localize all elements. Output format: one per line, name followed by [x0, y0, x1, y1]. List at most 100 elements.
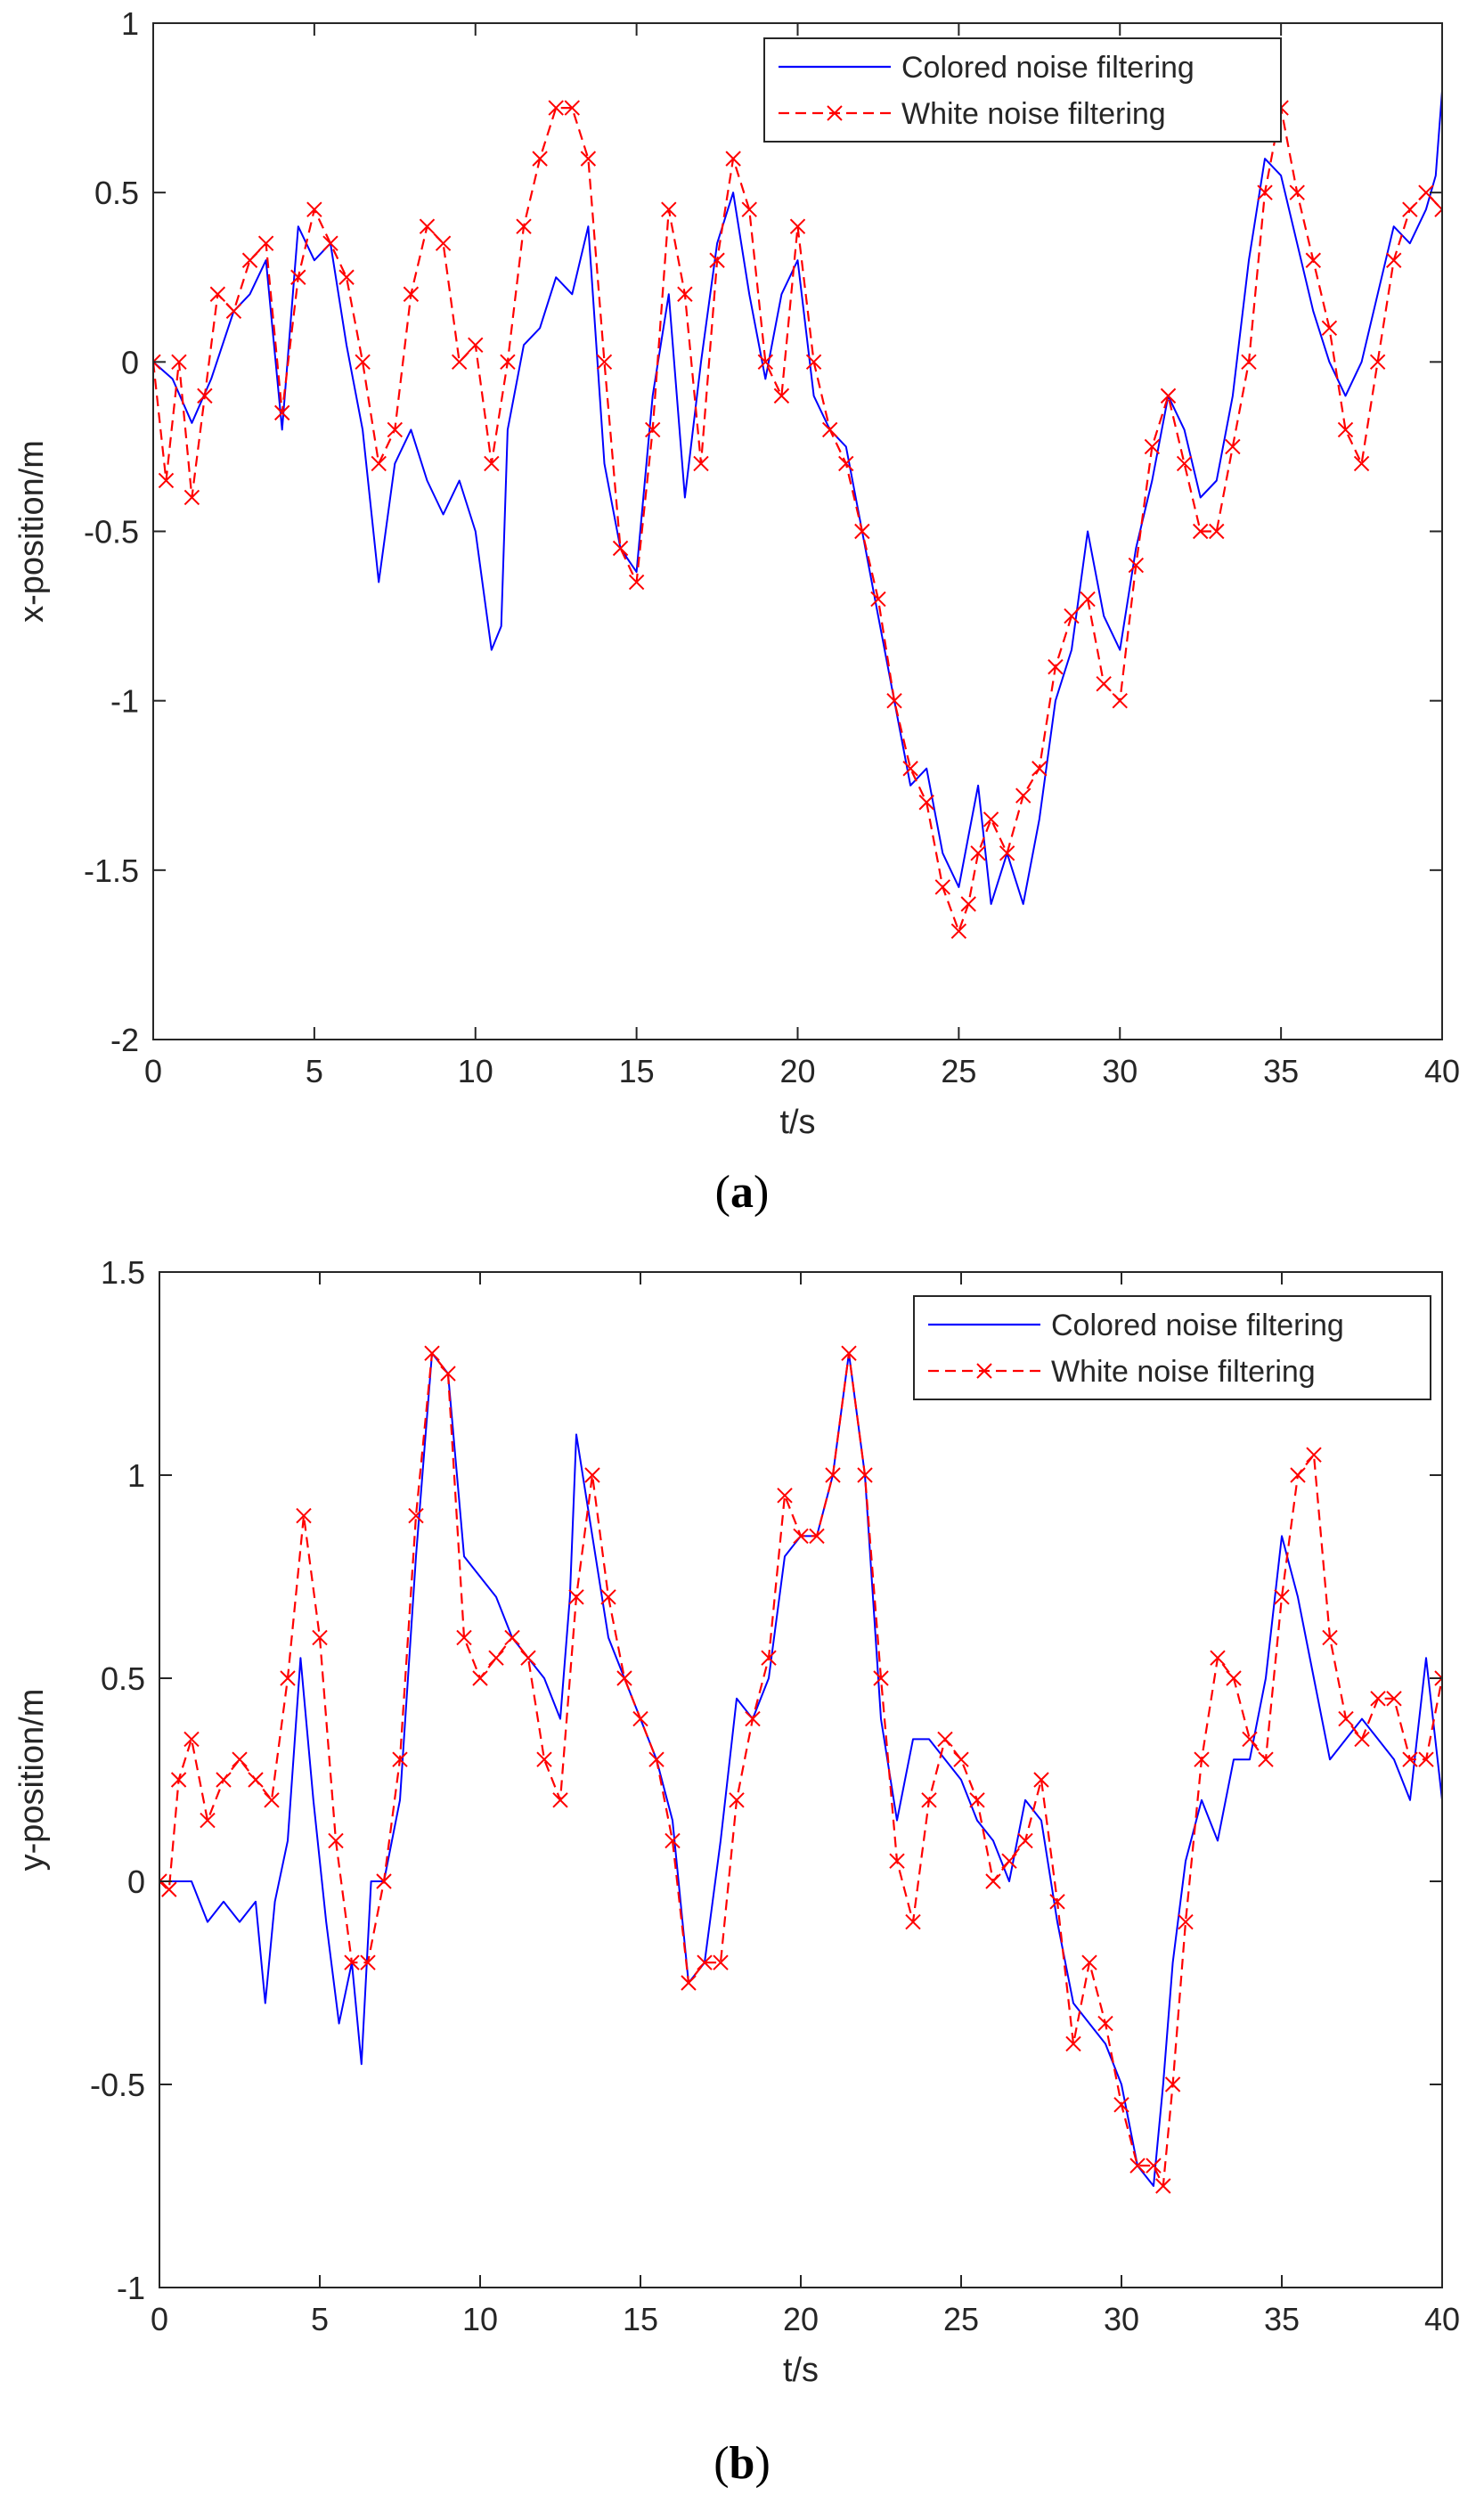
data-point-marker: [584, 1467, 600, 1483]
data-point-marker: [516, 218, 532, 234]
data-point-marker: [1048, 658, 1064, 675]
data-point-marker: [1402, 1751, 1418, 1767]
data-point-marker: [805, 354, 822, 371]
legend-entry-colored: Colored noise filtering: [901, 51, 1195, 85]
series-white: [153, 100, 1442, 939]
x-tick-label: 25: [943, 2301, 979, 2337]
y-tick-label: 1: [127, 1457, 145, 1494]
y-axis-label: x-position/m: [13, 440, 51, 623]
data-point-marker: [1306, 1447, 1322, 1463]
data-point-marker: [741, 201, 757, 217]
data-point-marker: [1146, 2157, 1162, 2174]
y-tick-label: 0.5: [94, 175, 139, 211]
data-point-marker: [1353, 455, 1370, 472]
data-point-marker: [1369, 354, 1386, 371]
x-tick-label: 35: [1263, 1053, 1299, 1089]
data-point-marker: [600, 1589, 616, 1605]
data-point-marker: [648, 1751, 665, 1767]
data-point-marker: [713, 1954, 729, 1970]
data-point-marker: [468, 337, 484, 354]
data-point-marker: [232, 1751, 248, 1767]
data-point-marker: [681, 1975, 697, 1991]
data-point-marker: [1258, 1751, 1274, 1767]
x-tick-label: 35: [1264, 2301, 1300, 2337]
data-point-marker: [1386, 252, 1402, 268]
y-tick-label: 1.5: [101, 1254, 145, 1291]
data-point-marker: [296, 1507, 312, 1524]
data-point-marker: [745, 1710, 761, 1727]
y-tick-label: -0.5: [90, 2067, 145, 2103]
x-tick-label: 10: [462, 2301, 498, 2337]
plot-area: [153, 23, 1442, 1040]
data-point-marker: [693, 455, 709, 472]
chart-panel-a: 0 5 10 15 20 25 30 35 40 -2 -1.5 -1 -0.5 0 0.5 1 t/s x-po…: [13, 5, 1460, 1218]
data-point-marker: [985, 1873, 1001, 1889]
data-point-marker: [183, 1731, 200, 1748]
legend: Colored noise filtering White noise filte…: [913, 1295, 1431, 1400]
data-point-marker: [170, 1772, 187, 1788]
data-point-marker: [628, 574, 645, 591]
x-tick-label: 5: [311, 2301, 329, 2337]
data-point-marker: [312, 1629, 328, 1646]
data-point-marker: [1305, 252, 1322, 268]
x-tick-label: 30: [1104, 2301, 1139, 2337]
y-tick-label: -2: [110, 1022, 139, 1058]
data-point-marker: [484, 455, 500, 472]
data-point-marker: [1160, 387, 1177, 404]
data-point-marker: [1096, 675, 1112, 692]
x-tick-label: 0: [151, 2301, 168, 2337]
y-tick-label: 0.5: [101, 1660, 145, 1697]
data-point-marker: [969, 1792, 985, 1808]
data-point-marker: [306, 201, 322, 217]
data-point-marker: [953, 1751, 969, 1767]
y-tick-label: -1.5: [84, 852, 139, 889]
x-tick-label: 15: [619, 1053, 655, 1089]
series-line: [159, 1352, 1442, 2187]
data-point-marker: [632, 1710, 648, 1727]
series-line: [153, 91, 1442, 905]
data-point-marker: [564, 100, 580, 116]
data-point-marker: [1128, 557, 1145, 574]
data-point-marker: [548, 100, 564, 116]
data-point-marker: [1112, 692, 1128, 709]
data-point-marker: [665, 1832, 681, 1849]
data-point-marker: [290, 269, 306, 285]
legend-entry-white: White noise filtering: [1051, 1355, 1316, 1389]
data-point-marker: [854, 523, 870, 540]
data-point-marker: [857, 1467, 873, 1483]
data-point-marker: [809, 1528, 825, 1545]
legend-entry-white: White noise filtering: [901, 97, 1166, 131]
data-point-marker: [886, 692, 902, 709]
data-point-marker: [999, 845, 1015, 861]
data-point-marker: [612, 540, 629, 557]
data-point-marker: [1001, 1853, 1017, 1869]
data-point-marker: [536, 1751, 552, 1767]
data-point-marker: [902, 761, 918, 777]
data-point-marker: [1065, 2035, 1081, 2052]
x-tick-label: 40: [1424, 1053, 1460, 1089]
x-tick-label: 0: [144, 1053, 162, 1089]
data-point-marker: [1155, 2178, 1171, 2194]
data-point-marker: [729, 1792, 745, 1808]
x-axis-label: t/s: [783, 2352, 819, 2389]
data-point-marker: [921, 1792, 937, 1808]
y-tick-label: -0.5: [84, 514, 139, 551]
data-point-marker: [773, 387, 790, 404]
data-point-marker: [950, 923, 967, 939]
data-point-marker: [209, 286, 226, 302]
data-point-marker: [1017, 1832, 1033, 1849]
legend: Colored noise filtering White noise filte…: [763, 37, 1282, 143]
data-point-marker: [280, 1670, 296, 1686]
data-point-marker: [1418, 184, 1434, 200]
y-tick-label: 0: [121, 344, 139, 380]
data-point-marker: [1064, 608, 1080, 624]
data-point-marker: [552, 1792, 568, 1808]
series-colored: [159, 1352, 1442, 2187]
data-point-marker: [1144, 438, 1161, 455]
series-group: [153, 91, 1442, 939]
series-line: [153, 106, 1442, 933]
data-point-marker: [1164, 2076, 1181, 2092]
data-point-marker: [757, 354, 774, 371]
